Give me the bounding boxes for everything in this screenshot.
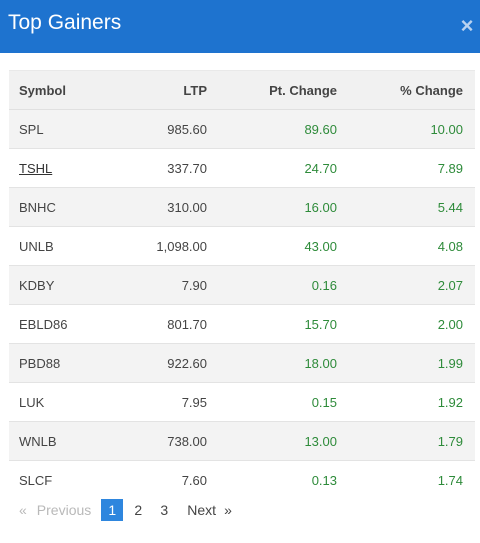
ltp-cell: 922.60 — [167, 355, 207, 371]
table-row: LUK 7.95 0.15 1.92 — [9, 382, 475, 422]
table-row: SLCF 7.60 0.13 1.74 — [9, 460, 475, 500]
pct-change-cell: 7.89 — [437, 160, 463, 176]
ltp-cell: 337.70 — [167, 160, 207, 176]
symbol-cell[interactable]: UNLB — [19, 238, 54, 254]
ltp-cell: 1,098.00 — [156, 238, 207, 254]
next-label: Next — [187, 502, 217, 518]
symbol-link[interactable]: TSHL — [19, 160, 53, 176]
pct-change-cell: 5.44 — [437, 199, 463, 215]
pt-change-cell: 24.70 — [304, 160, 337, 176]
pct-change-cell: 1.74 — [437, 472, 463, 488]
symbol-cell[interactable]: TSHL — [9, 149, 119, 188]
previous-label: Previous — [36, 502, 92, 518]
symbol-cell[interactable]: BNHC — [19, 199, 56, 215]
symbol-cell[interactable]: LUK — [19, 394, 45, 410]
pct-change-cell: 1.92 — [437, 394, 463, 410]
page-button-1[interactable]: 1 — [101, 499, 124, 521]
table-header-row: Symbol LTP Pt. Change % Change — [9, 70, 475, 110]
pt-change-cell: 0.15 — [311, 394, 337, 410]
table-row: UNLB 1,098.00 43.00 4.08 — [9, 226, 475, 266]
ltp-cell: 7.90 — [181, 277, 207, 293]
double-chevron-left-icon: « — [19, 502, 27, 518]
table-row: BNHC 310.00 16.00 5.44 — [9, 187, 475, 227]
pct-change-cell: 10.00 — [430, 121, 463, 137]
symbol-cell[interactable]: SPL — [19, 121, 44, 137]
page-button-3[interactable]: 3 — [160, 502, 169, 518]
pct-change-cell: 4.08 — [437, 238, 463, 254]
table-row: EBLD86 801.70 15.70 2.00 — [9, 304, 475, 344]
pt-change-cell: 0.13 — [311, 472, 337, 488]
ltp-cell: 310.00 — [167, 199, 207, 215]
pct-change-cell: 2.00 — [437, 316, 463, 332]
symbol-cell[interactable]: WNLB — [19, 433, 57, 449]
modal-header: Top Gainers × — [0, 0, 480, 53]
close-icon[interactable]: × — [460, 13, 474, 38]
pct-change-cell: 1.79 — [437, 433, 463, 449]
pagination: « Previous 1 2 3 Next » — [9, 498, 236, 522]
pt-change-cell: 89.60 — [304, 121, 337, 137]
ltp-cell: 801.70 — [167, 316, 207, 332]
ltp-cell: 7.60 — [181, 472, 207, 488]
ltp-cell: 985.60 — [167, 121, 207, 137]
pt-change-cell: 43.00 — [304, 238, 337, 254]
column-header-pt-change[interactable]: Pt. Change — [207, 70, 337, 110]
symbol-cell[interactable]: EBLD86 — [19, 316, 68, 332]
pt-change-cell: 15.70 — [304, 316, 337, 332]
table-row: SPL 985.60 89.60 10.00 — [9, 109, 475, 149]
symbol-cell[interactable]: SLCF — [19, 472, 53, 488]
modal-title: Top Gainers — [8, 11, 122, 34]
pt-change-cell: 16.00 — [304, 199, 337, 215]
table-row: WNLB 738.00 13.00 1.79 — [9, 421, 475, 461]
next-page-button[interactable]: Next » — [183, 499, 236, 521]
column-header-ltp[interactable]: LTP — [119, 70, 207, 110]
table-row: TSHL 337.70 24.70 7.89 — [9, 148, 475, 188]
ltp-cell: 738.00 — [167, 433, 207, 449]
previous-page-button[interactable]: « Previous — [15, 499, 95, 521]
symbol-cell[interactable]: PBD88 — [19, 355, 61, 371]
ltp-cell: 7.95 — [181, 394, 207, 410]
page-button-2[interactable]: 2 — [134, 502, 143, 518]
pt-change-cell: 0.16 — [311, 277, 337, 293]
symbol-cell[interactable]: KDBY — [19, 277, 55, 293]
double-chevron-right-icon: » — [224, 502, 232, 518]
pct-change-cell: 1.99 — [437, 355, 463, 371]
table-row: PBD88 922.60 18.00 1.99 — [9, 343, 475, 383]
pt-change-cell: 18.00 — [304, 355, 337, 371]
pt-change-cell: 13.00 — [304, 433, 337, 449]
top-gainers-table-container: Symbol LTP Pt. Change % Change SPL 985.6… — [9, 70, 475, 500]
pct-change-cell: 2.07 — [437, 277, 463, 293]
column-header-symbol[interactable]: Symbol — [9, 70, 119, 110]
top-gainers-table: Symbol LTP Pt. Change % Change SPL 985.6… — [9, 70, 475, 500]
table-row: KDBY 7.90 0.16 2.07 — [9, 265, 475, 305]
column-header-pct-change[interactable]: % Change — [337, 70, 475, 110]
